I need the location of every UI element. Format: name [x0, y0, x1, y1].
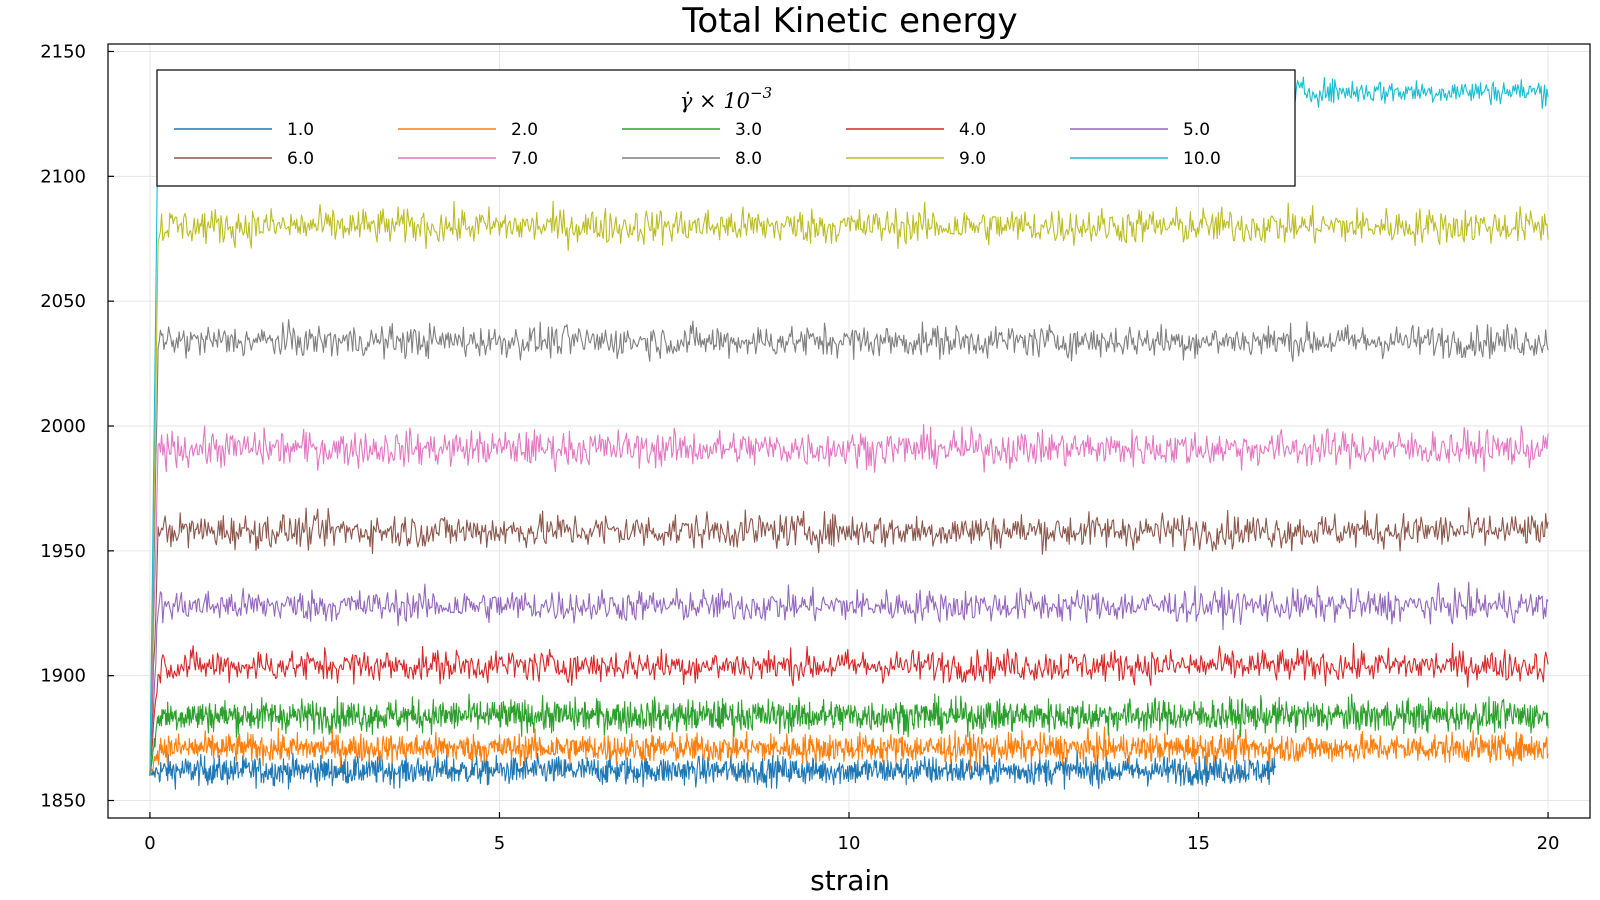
legend-label-4.0: 4.0 [959, 120, 986, 140]
series-line-9.0 [149, 200, 1549, 776]
y-tick-label: 1950 [40, 541, 86, 562]
x-tick-label: 0 [144, 833, 155, 854]
legend-label-5.0: 5.0 [1183, 120, 1210, 140]
legend-label-3.0: 3.0 [735, 120, 762, 140]
series-line-1.0 [149, 749, 1276, 790]
x-axis-label: strain [810, 864, 890, 897]
y-tick-label: 2150 [40, 41, 86, 62]
y-tick-label: 1850 [40, 791, 86, 812]
y-tick-label: 2050 [40, 291, 86, 312]
x-tick-label: 15 [1187, 833, 1210, 854]
series-line-8.0 [149, 319, 1549, 776]
legend-label-8.0: 8.0 [735, 149, 762, 169]
series-line-3.0 [149, 693, 1549, 776]
legend-label-10.0: 10.0 [1183, 149, 1221, 169]
series-line-5.0 [149, 581, 1549, 776]
series-line-6.0 [149, 507, 1549, 776]
x-tick-label: 5 [494, 833, 505, 854]
y-tick-label: 2000 [40, 416, 86, 437]
legend-title: γ̇ × 10−3 [680, 84, 772, 113]
x-tick-label: 10 [838, 833, 861, 854]
series-line-2.0 [149, 726, 1549, 776]
series-line-7.0 [149, 423, 1549, 776]
axes: 0 5 10 15 20 1850 1900 1950 2000 2050 2100 2150 [40, 41, 1591, 854]
legend-box [156, 69, 1296, 187]
y-tick-label: 1900 [40, 666, 86, 687]
y-tick-label: 2100 [40, 166, 86, 187]
chart-title: Total Kinetic energy [681, 1, 1017, 41]
series-line-4.0 [149, 642, 1549, 776]
legend-label-9.0: 9.0 [959, 149, 986, 169]
legend: γ̇ × 10−3 1.0 2.0 3.0 4.0 5.0 6.0 7.0 8.0 9.0 10.0 [156, 69, 1296, 187]
legend-label-1.0: 1.0 [287, 120, 314, 140]
legend-label-7.0: 7.0 [511, 149, 538, 169]
legend-label-6.0: 6.0 [287, 149, 314, 169]
x-tick-label: 20 [1537, 833, 1560, 854]
legend-label-2.0: 2.0 [511, 120, 538, 140]
